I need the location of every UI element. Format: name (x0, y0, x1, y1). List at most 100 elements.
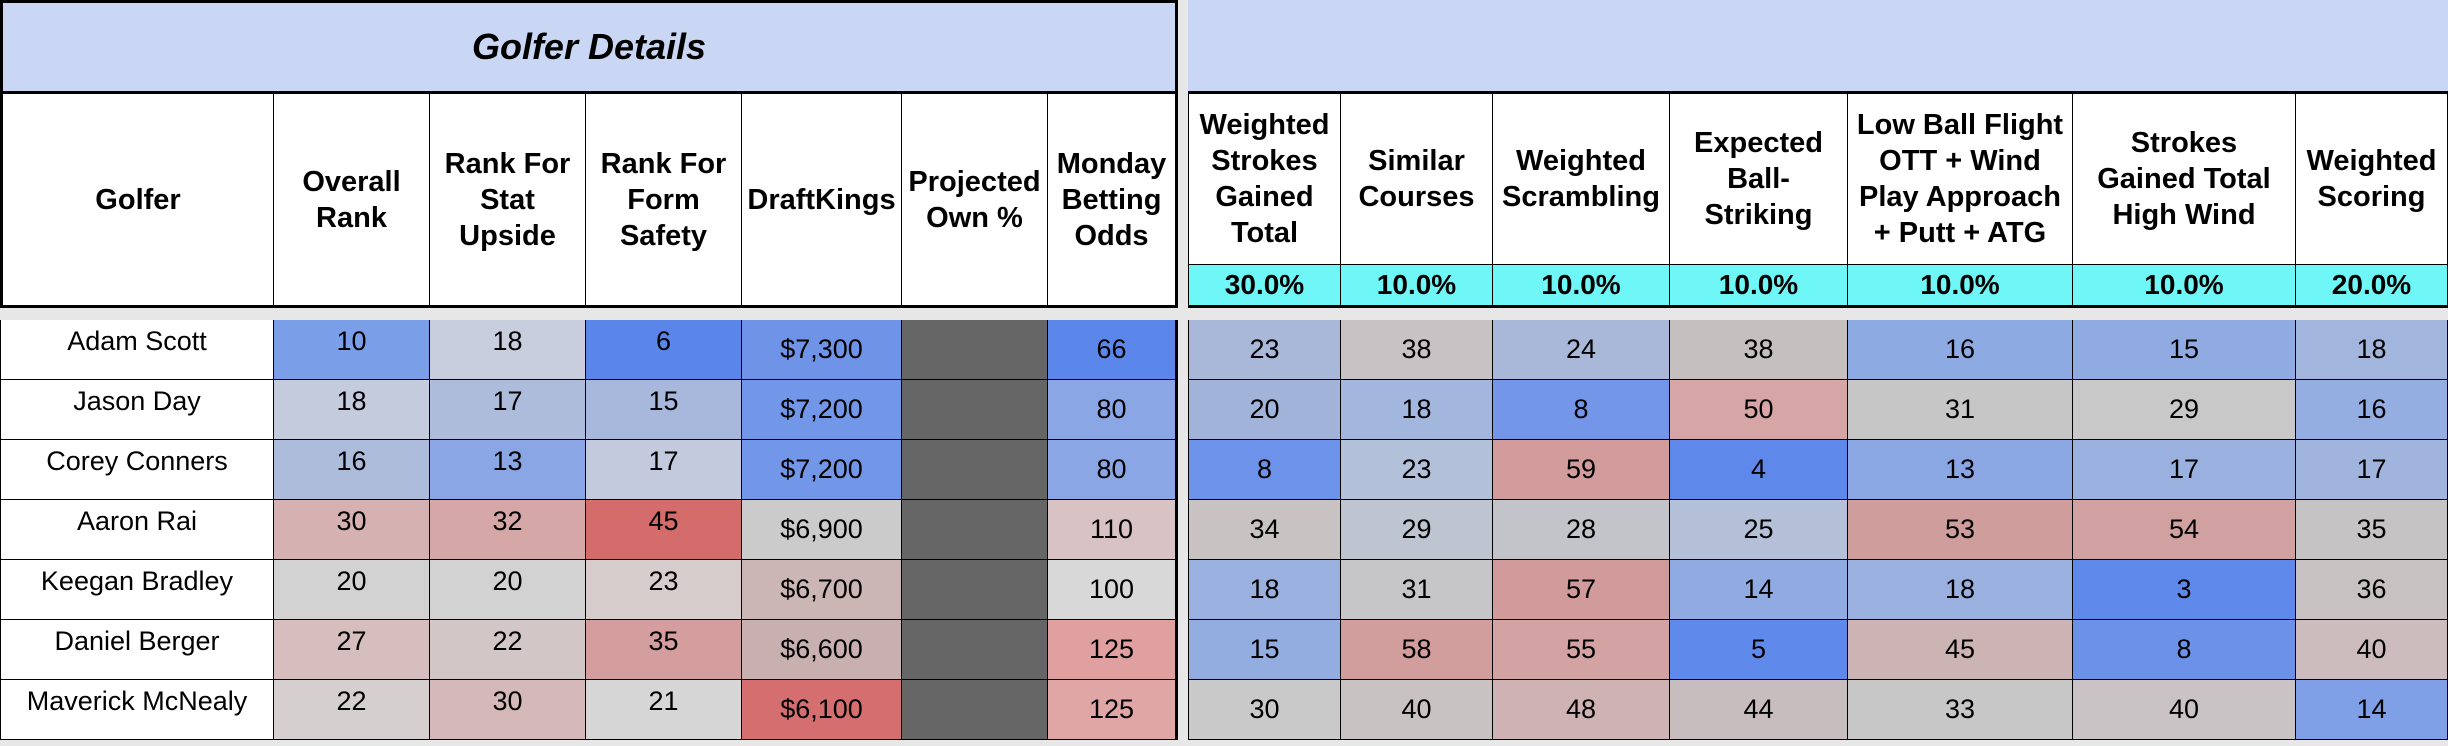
stat-cell[interactable]: 15 (2073, 320, 2296, 380)
stat-cell[interactable]: 8 (1493, 380, 1670, 440)
stat-cell[interactable]: 31 (1848, 380, 2073, 440)
stat-cell[interactable]: 8 (2073, 620, 2296, 680)
stat-cell[interactable]: 16 (2296, 380, 2448, 440)
stat-cell[interactable]: 15 (1188, 620, 1341, 680)
cell-stat_upside[interactable]: 13 (430, 440, 586, 500)
column-header-1[interactable]: Overall Rank (274, 94, 430, 308)
golfer-name[interactable]: Maverick McNealy (0, 680, 274, 740)
cell-stat_upside[interactable]: 20 (430, 560, 586, 620)
stat-cell[interactable]: 40 (2296, 620, 2448, 680)
cell-draftkings[interactable]: $7,200 (742, 440, 902, 500)
golfer-name[interactable]: Daniel Berger (0, 620, 274, 680)
cell-overall[interactable]: 10 (274, 320, 430, 380)
column-header-2[interactable]: Rank For Stat Upside (430, 94, 586, 308)
cell-own[interactable] (902, 680, 1048, 740)
stat-header-6[interactable]: Weighted Scoring (2296, 94, 2448, 264)
cell-draftkings[interactable]: $7,200 (742, 380, 902, 440)
stat-cell[interactable]: 18 (1848, 560, 2073, 620)
stat-cell[interactable]: 44 (1670, 680, 1848, 740)
stat-cell[interactable]: 33 (1848, 680, 2073, 740)
stat-header-0[interactable]: Weighted Strokes Gained Total (1188, 94, 1341, 264)
golfer-name[interactable]: Adam Scott (0, 320, 274, 380)
cell-own[interactable] (902, 620, 1048, 680)
stat-cell[interactable]: 16 (1848, 320, 2073, 380)
column-header-0[interactable]: Golfer (0, 94, 274, 308)
cell-own[interactable] (902, 320, 1048, 380)
stat-cell[interactable]: 18 (2296, 320, 2448, 380)
stat-cell[interactable]: 57 (1493, 560, 1670, 620)
cell-overall[interactable]: 20 (274, 560, 430, 620)
stat-cell[interactable]: 25 (1670, 500, 1848, 560)
stat-cell[interactable]: 59 (1493, 440, 1670, 500)
golfer-name[interactable]: Aaron Rai (0, 500, 274, 560)
stat-cell[interactable]: 18 (1341, 380, 1493, 440)
stat-cell[interactable]: 45 (1848, 620, 2073, 680)
stat-cell[interactable]: 38 (1341, 320, 1493, 380)
cell-odds[interactable]: 80 (1048, 440, 1178, 500)
golfer-name[interactable]: Jason Day (0, 380, 274, 440)
stat-cell[interactable]: 3 (2073, 560, 2296, 620)
cell-stat_upside[interactable]: 32 (430, 500, 586, 560)
stat-header-4[interactable]: Low Ball Flight OTT + Wind Play Approach… (1848, 94, 2073, 264)
stat-cell[interactable]: 20 (1188, 380, 1341, 440)
golfer-name[interactable]: Keegan Bradley (0, 560, 274, 620)
stat-cell[interactable]: 13 (1848, 440, 2073, 500)
cell-form_safety[interactable]: 15 (586, 380, 742, 440)
cell-draftkings[interactable]: $6,700 (742, 560, 902, 620)
cell-overall[interactable]: 27 (274, 620, 430, 680)
column-header-4[interactable]: DraftKings (742, 94, 902, 308)
stat-cell[interactable]: 23 (1188, 320, 1341, 380)
stat-header-2[interactable]: Weighted Scrambling (1493, 94, 1670, 264)
stat-cell[interactable]: 36 (2296, 560, 2448, 620)
cell-own[interactable] (902, 560, 1048, 620)
stat-cell[interactable]: 17 (2073, 440, 2296, 500)
stat-cell[interactable]: 24 (1493, 320, 1670, 380)
stat-cell[interactable]: 35 (2296, 500, 2448, 560)
stat-header-3[interactable]: Expected Ball-Striking (1670, 94, 1848, 264)
stat-cell[interactable]: 18 (1188, 560, 1341, 620)
cell-stat_upside[interactable]: 18 (430, 320, 586, 380)
stat-cell[interactable]: 30 (1188, 680, 1341, 740)
cell-form_safety[interactable]: 6 (586, 320, 742, 380)
stat-cell[interactable]: 38 (1670, 320, 1848, 380)
cell-overall[interactable]: 16 (274, 440, 430, 500)
cell-stat_upside[interactable]: 22 (430, 620, 586, 680)
stat-cell[interactable]: 17 (2296, 440, 2448, 500)
column-header-3[interactable]: Rank For Form Safety (586, 94, 742, 308)
stat-cell[interactable]: 14 (2296, 680, 2448, 740)
cell-draftkings[interactable]: $6,600 (742, 620, 902, 680)
stat-cell[interactable]: 53 (1848, 500, 2073, 560)
cell-odds[interactable]: 125 (1048, 680, 1178, 740)
cell-form_safety[interactable]: 17 (586, 440, 742, 500)
stat-cell[interactable]: 48 (1493, 680, 1670, 740)
stat-cell[interactable]: 29 (1341, 500, 1493, 560)
stat-cell[interactable]: 54 (2073, 500, 2296, 560)
column-header-6[interactable]: Monday Betting Odds (1048, 94, 1178, 308)
cell-draftkings[interactable]: $7,300 (742, 320, 902, 380)
stat-cell[interactable]: 23 (1341, 440, 1493, 500)
cell-form_safety[interactable]: 45 (586, 500, 742, 560)
stat-cell[interactable]: 8 (1188, 440, 1341, 500)
cell-own[interactable] (902, 380, 1048, 440)
stat-cell[interactable]: 58 (1341, 620, 1493, 680)
column-header-5[interactable]: Projected Own % (902, 94, 1048, 308)
stat-cell[interactable]: 29 (2073, 380, 2296, 440)
cell-form_safety[interactable]: 23 (586, 560, 742, 620)
stat-cell[interactable]: 5 (1670, 620, 1848, 680)
cell-overall[interactable]: 22 (274, 680, 430, 740)
stat-cell[interactable]: 31 (1341, 560, 1493, 620)
stat-cell[interactable]: 40 (2073, 680, 2296, 740)
cell-odds[interactable]: 100 (1048, 560, 1178, 620)
stat-cell[interactable]: 28 (1493, 500, 1670, 560)
stat-header-5[interactable]: Strokes Gained Total High Wind (2073, 94, 2296, 264)
cell-draftkings[interactable]: $6,900 (742, 500, 902, 560)
cell-odds[interactable]: 66 (1048, 320, 1178, 380)
stat-header-1[interactable]: Similar Courses (1341, 94, 1493, 264)
cell-odds[interactable]: 125 (1048, 620, 1178, 680)
cell-odds[interactable]: 80 (1048, 380, 1178, 440)
cell-form_safety[interactable]: 35 (586, 620, 742, 680)
golfer-name[interactable]: Corey Conners (0, 440, 274, 500)
cell-own[interactable] (902, 500, 1048, 560)
cell-stat_upside[interactable]: 17 (430, 380, 586, 440)
stat-cell[interactable]: 14 (1670, 560, 1848, 620)
